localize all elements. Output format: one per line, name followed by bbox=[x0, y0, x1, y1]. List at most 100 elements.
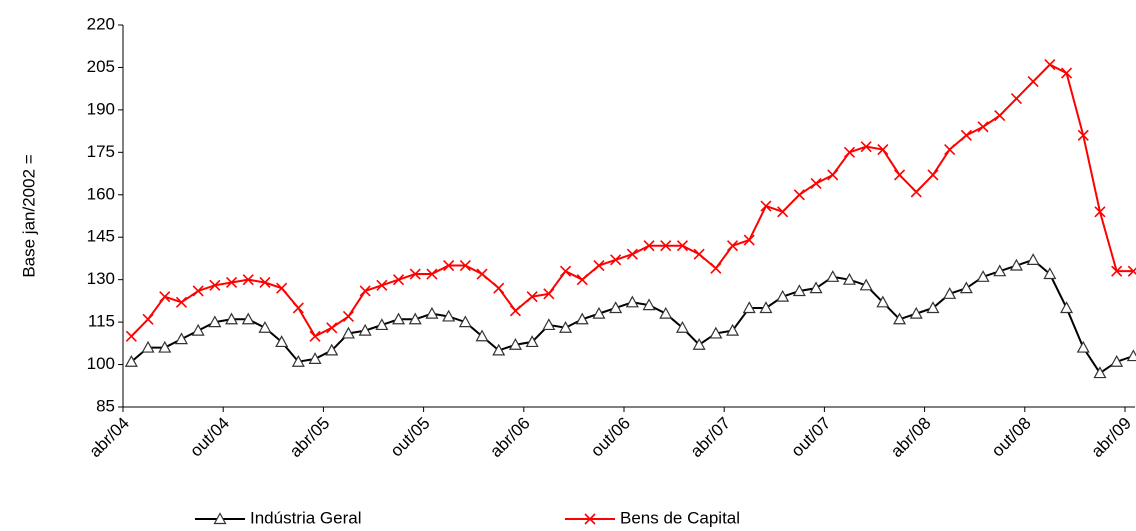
marker bbox=[693, 248, 705, 260]
marker bbox=[225, 312, 239, 325]
marker bbox=[827, 169, 839, 181]
marker bbox=[141, 340, 155, 353]
marker bbox=[876, 295, 890, 308]
marker bbox=[626, 248, 638, 260]
marker bbox=[175, 296, 188, 308]
marker bbox=[542, 318, 556, 331]
marker bbox=[259, 276, 271, 289]
y-tick-label: 115 bbox=[88, 312, 115, 331]
x-tick-label: abr/05 bbox=[286, 414, 334, 462]
marker bbox=[576, 274, 588, 286]
x-tick-label: abr/04 bbox=[85, 414, 133, 462]
marker bbox=[526, 291, 538, 303]
y-tick-label: 160 bbox=[87, 184, 115, 203]
marker bbox=[826, 270, 840, 282]
marker bbox=[341, 326, 355, 339]
y-tick-label: 85 bbox=[96, 396, 115, 415]
marker bbox=[584, 513, 596, 525]
marker bbox=[158, 340, 172, 353]
marker bbox=[309, 330, 321, 342]
marker bbox=[1060, 67, 1073, 79]
x-tick-label: out/05 bbox=[387, 414, 434, 461]
marker bbox=[493, 282, 505, 294]
marker bbox=[660, 240, 672, 252]
marker bbox=[375, 318, 389, 331]
marker bbox=[993, 264, 1007, 277]
marker bbox=[610, 254, 622, 266]
y-axis-label: Base jan/2002 = bbox=[19, 154, 38, 277]
marker bbox=[609, 301, 623, 314]
marker bbox=[659, 306, 673, 319]
marker bbox=[325, 343, 339, 356]
marker bbox=[192, 285, 204, 297]
marker bbox=[241, 312, 255, 325]
marker bbox=[842, 272, 856, 285]
marker bbox=[342, 310, 355, 323]
marker bbox=[1026, 253, 1040, 265]
marker bbox=[643, 240, 655, 252]
marker bbox=[810, 177, 822, 190]
marker bbox=[492, 343, 506, 356]
marker bbox=[392, 274, 405, 286]
marker bbox=[675, 321, 689, 333]
marker bbox=[1027, 76, 1039, 88]
marker bbox=[910, 186, 922, 198]
marker bbox=[308, 352, 322, 364]
marker bbox=[326, 322, 338, 334]
marker bbox=[1009, 258, 1023, 271]
marker bbox=[559, 321, 573, 333]
x-tick-label: out/06 bbox=[587, 414, 634, 461]
y-tick-label: 145 bbox=[87, 227, 115, 246]
marker bbox=[443, 259, 455, 272]
marker bbox=[458, 315, 472, 328]
marker bbox=[776, 289, 790, 302]
marker bbox=[275, 335, 289, 348]
x-tick-label: out/04 bbox=[186, 414, 233, 461]
marker bbox=[508, 338, 522, 350]
marker bbox=[159, 291, 171, 303]
marker bbox=[509, 305, 522, 317]
y-tick-label: 100 bbox=[87, 354, 115, 373]
marker bbox=[475, 329, 489, 342]
marker bbox=[291, 354, 305, 367]
marker bbox=[442, 309, 456, 322]
marker bbox=[760, 200, 772, 212]
marker bbox=[843, 146, 856, 158]
marker bbox=[409, 268, 421, 280]
marker bbox=[859, 278, 873, 291]
marker bbox=[1043, 267, 1057, 280]
marker bbox=[525, 335, 539, 348]
marker bbox=[1126, 349, 1136, 362]
marker bbox=[593, 259, 605, 272]
marker bbox=[792, 284, 806, 297]
marker bbox=[213, 512, 227, 525]
marker bbox=[392, 312, 406, 325]
marker bbox=[976, 270, 990, 282]
series bbox=[124, 253, 1136, 379]
marker bbox=[592, 306, 606, 319]
x-tick-label: out/07 bbox=[788, 414, 835, 461]
marker bbox=[877, 143, 889, 156]
marker bbox=[1044, 59, 1056, 71]
marker bbox=[1010, 93, 1023, 105]
marker bbox=[142, 313, 154, 325]
marker bbox=[292, 302, 304, 314]
marker bbox=[994, 109, 1006, 122]
marker bbox=[777, 206, 789, 218]
x-tick-label: abr/06 bbox=[486, 414, 534, 462]
legend-label: Indústria Geral bbox=[250, 508, 362, 527]
marker bbox=[1093, 366, 1107, 379]
marker bbox=[358, 323, 372, 336]
marker bbox=[276, 282, 288, 294]
marker bbox=[860, 141, 872, 153]
marker bbox=[726, 240, 739, 252]
x-tick-label: abr/07 bbox=[687, 414, 735, 462]
marker bbox=[676, 240, 689, 252]
marker bbox=[743, 234, 755, 246]
marker bbox=[425, 306, 439, 319]
y-tick-label: 205 bbox=[87, 57, 115, 76]
marker bbox=[376, 279, 388, 291]
marker bbox=[909, 306, 923, 319]
